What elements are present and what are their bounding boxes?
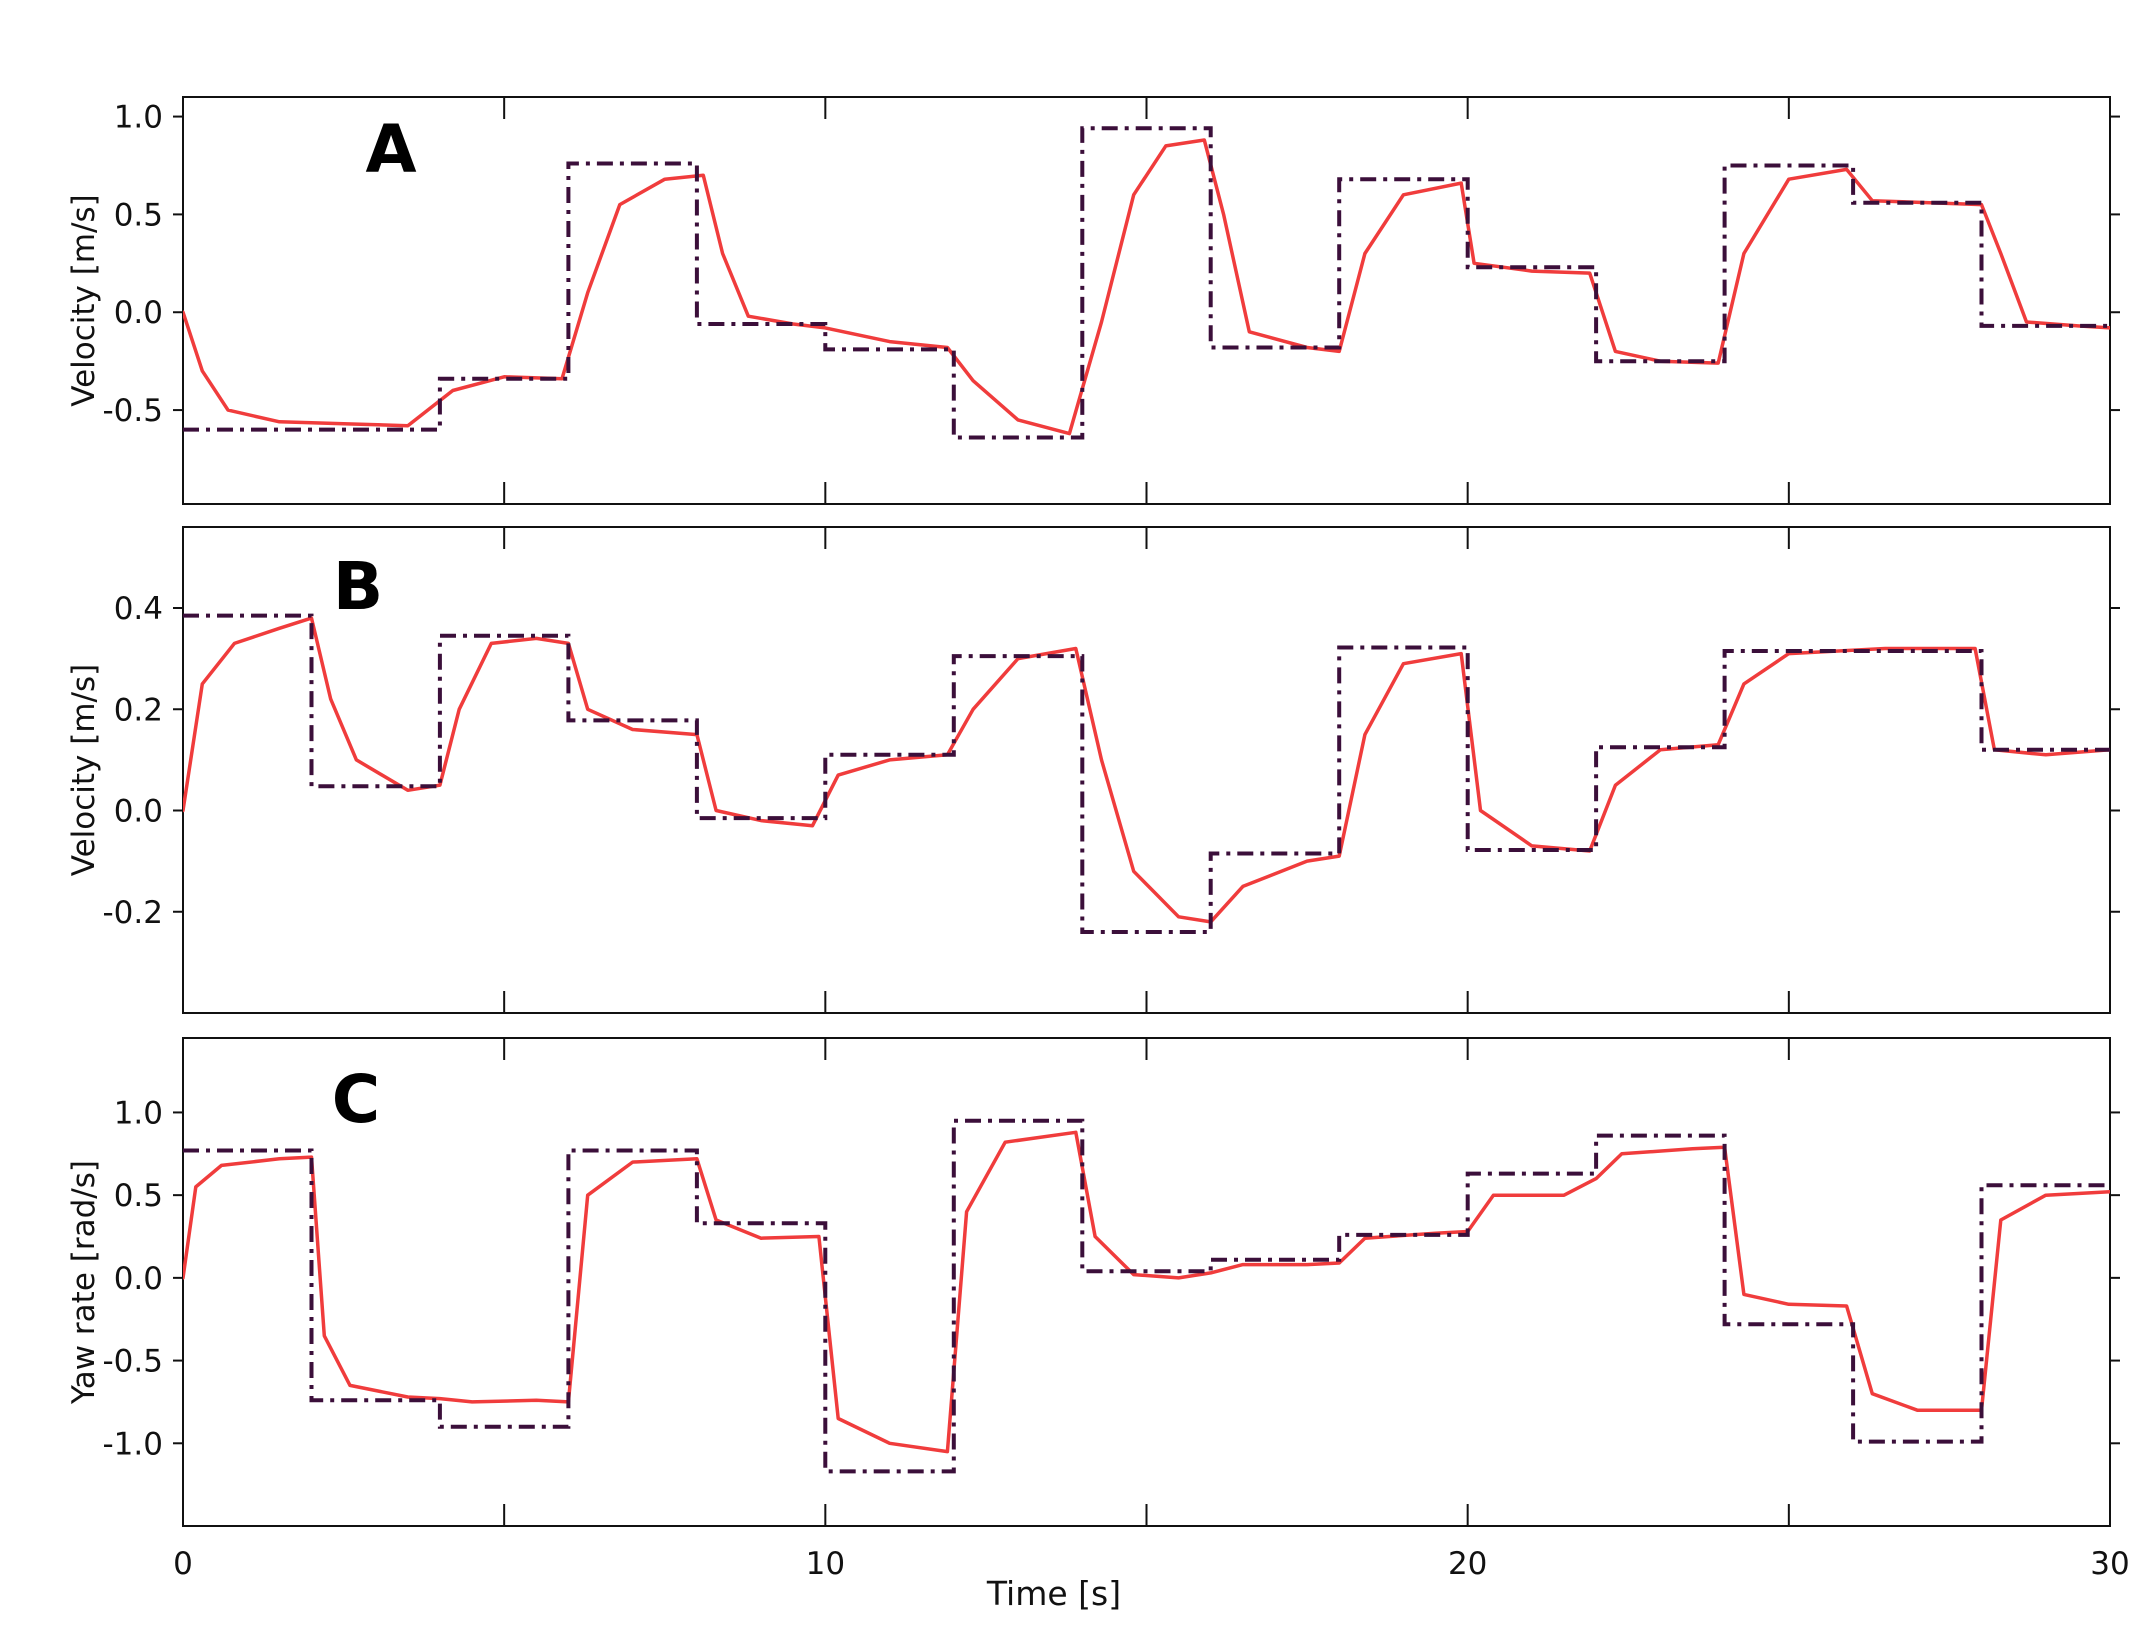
panel-c-xtick-label: 10 xyxy=(806,1546,845,1582)
panel-a-letter: A xyxy=(365,111,416,188)
panel-b-y-axis-label: Velocity [m/s] xyxy=(66,664,102,876)
panel-c-command-line xyxy=(183,1118,2110,1474)
panel-a-ytick-label: -0.5 xyxy=(103,393,164,429)
panel-a-plot-area xyxy=(183,126,2110,440)
panel-a-y-axis-label: Velocity [m/s] xyxy=(66,194,102,406)
panel-a-ytick-label: 1.0 xyxy=(114,100,163,136)
x-axis-label: Time [s] xyxy=(986,1574,1121,1613)
panel-b-letter: B xyxy=(333,548,383,625)
panel-c-ytick-label: 0.0 xyxy=(114,1261,163,1297)
panel-a-ytick-label: 0.0 xyxy=(114,295,163,331)
panel-c-xtick-label: 20 xyxy=(1448,1546,1487,1582)
panel-c-letter: C xyxy=(332,1061,380,1138)
panel-c: 1.0 0.5 0.0 -0.5 -1.0 0 10 20 30 Yaw rate [rad/s]… xyxy=(66,1037,2130,1582)
panel-c-ytick-label: 0.5 xyxy=(114,1178,163,1214)
panel-c-plot-area xyxy=(183,1118,2110,1474)
panel-b-ytick-label: 0.0 xyxy=(114,794,163,830)
panel-c-y-axis-label: Yaw rate [rad/s] xyxy=(66,1160,102,1405)
panel-b-ytick-label: 0.4 xyxy=(114,591,163,627)
panel-a-measured-line xyxy=(183,138,2110,436)
panel-c-ytick-label: -1.0 xyxy=(103,1426,164,1462)
panel-a-command-line xyxy=(183,126,2110,440)
panel-c-measured-line xyxy=(183,1130,2110,1454)
panel-c-ytick-label: -0.5 xyxy=(103,1344,164,1380)
panel-c-xtick-label: 30 xyxy=(2090,1546,2129,1582)
panel-b-plot-area xyxy=(183,613,2110,934)
panel-c-ytick-label: 1.0 xyxy=(114,1095,163,1131)
panel-b-ytick-label: -0.2 xyxy=(103,895,164,931)
panel-c-xtick-label: 0 xyxy=(173,1546,193,1582)
panel-a-ytick-label: 0.5 xyxy=(114,197,163,233)
panel-b-command-line xyxy=(183,613,2110,934)
panel-b-ytick-label: 0.2 xyxy=(114,692,163,728)
